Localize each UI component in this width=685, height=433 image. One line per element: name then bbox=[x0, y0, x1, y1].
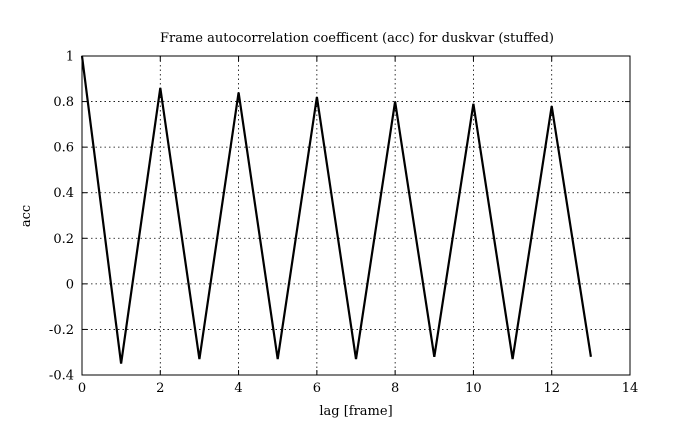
series-line bbox=[80, 55, 592, 364]
y-axis-label: acc bbox=[19, 205, 34, 227]
y-tick-label: 0.6 bbox=[53, 141, 74, 156]
y-tick-label: 0.4 bbox=[53, 186, 74, 201]
x-axis-label: lag [frame] bbox=[319, 404, 392, 419]
x-tick-label: 10 bbox=[465, 381, 482, 396]
grid-lines bbox=[82, 56, 630, 375]
x-tick-labels: 0 2 4 6 8 10 12 14 bbox=[78, 381, 638, 396]
tick-marks bbox=[81, 55, 631, 376]
y-tick-label: -0.4 bbox=[49, 369, 74, 384]
chart-title: Frame autocorrelation coefficent (acc) f… bbox=[160, 31, 554, 46]
plot-frame bbox=[81, 55, 631, 376]
y-tick-label: 0 bbox=[66, 277, 74, 292]
series-layer bbox=[80, 55, 592, 364]
x-tick-label: 14 bbox=[622, 381, 639, 396]
y-tick-label: 1 bbox=[66, 50, 74, 65]
x-tick-label: 12 bbox=[543, 381, 560, 396]
y-tick-label: -0.2 bbox=[49, 323, 74, 338]
x-tick-label: 2 bbox=[156, 381, 164, 396]
x-tick-label: 0 bbox=[78, 381, 86, 396]
y-tick-label: 0.8 bbox=[53, 95, 74, 110]
x-tick-label: 8 bbox=[391, 381, 399, 396]
y-tick-labels: -0.4 -0.2 0 0.2 0.4 0.6 0.8 1 bbox=[49, 50, 74, 384]
x-tick-label: 6 bbox=[313, 381, 321, 396]
x-tick-label: 4 bbox=[234, 381, 242, 396]
y-tick-label: 0.2 bbox=[53, 232, 74, 247]
